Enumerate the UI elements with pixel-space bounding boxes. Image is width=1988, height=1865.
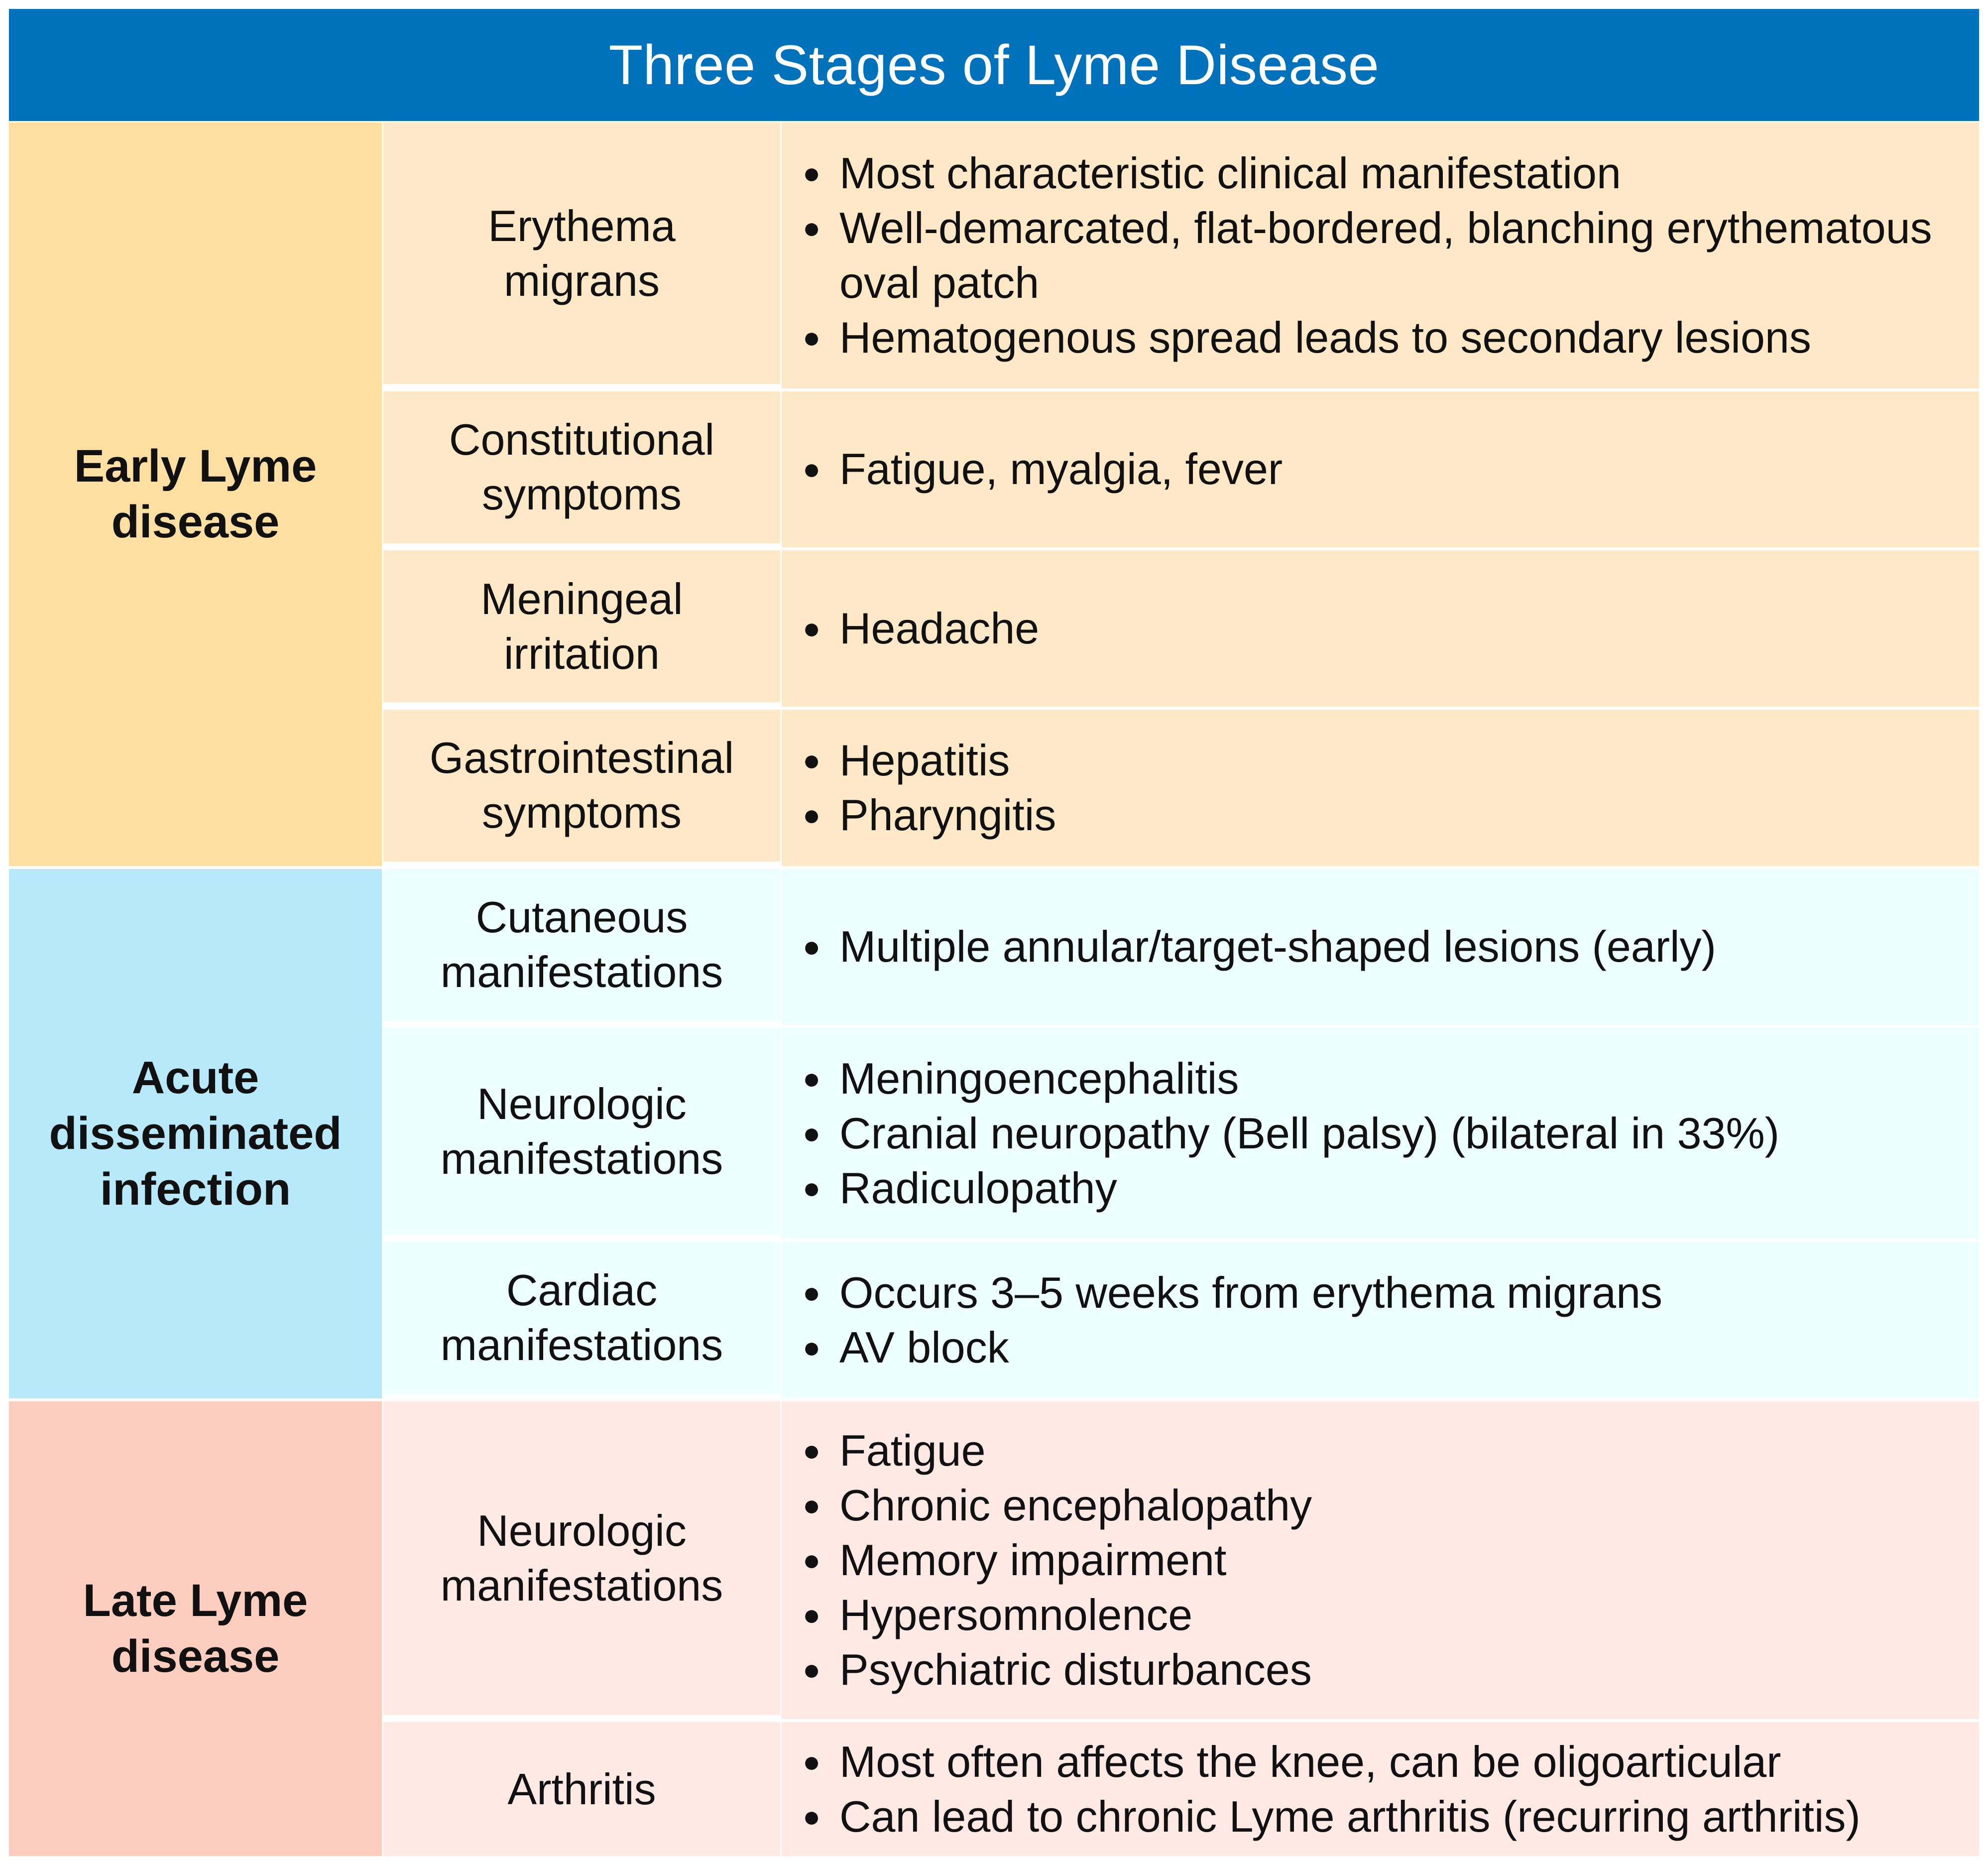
bullet-icon: ● (803, 612, 821, 645)
category-cell: Constitutional symptoms (383, 391, 780, 543)
bullet-icon: ● (803, 930, 821, 964)
bullet-icon: ● (803, 1171, 821, 1205)
detail-cell: ● Most often affects the knee, can be oli… (782, 1722, 1979, 1856)
detail-cell: ● Fatigue ● Chronic encephalopathy ● Memory… (782, 1401, 1979, 1720)
list-item: ● Most characteristic clinical manifestat… (802, 146, 1964, 201)
bullet-icon: ● (803, 1799, 821, 1833)
bullet-icon: ● (803, 1330, 821, 1364)
list-item: ● Hematogenous spread leads to secondary … (802, 310, 1964, 365)
list-item: ● Hepatitis (802, 733, 1056, 788)
bullet-icon: ● (803, 1744, 821, 1778)
detail-list: ● Fatigue ● Chronic encephalopathy ● Memory… (802, 1423, 1312, 1697)
bullet-icon: ● (803, 1598, 821, 1631)
detail-list: ● Occurs 3–5 weeks from erythema migrans … (802, 1265, 1662, 1375)
list-item: ● Cranial neuropathy (Bell palsy) (bilate… (802, 1106, 1779, 1161)
table-title: Three Stages of Lyme Disease (9, 9, 1979, 121)
list-item: ● Pharyngitis (802, 788, 1056, 843)
list-item: ● Psychiatric disturbances (802, 1642, 1312, 1697)
category-cell: Gastrointestinal symptoms (383, 709, 780, 862)
detail-cell: ● Meningoencephalitis ● Cranial neuropathy… (782, 1028, 1979, 1239)
category-cell: Erythema migrans (383, 123, 780, 384)
category-cell: Cutaneous manifestations (383, 869, 780, 1021)
table-body: Early Lyme disease Erythema migrans ● Mos… (9, 123, 1979, 1856)
list-item: ● Headache (802, 601, 1039, 656)
detail-list: ● Most often affects the knee, can be oli… (802, 1735, 1861, 1844)
bullet-icon: ● (803, 1652, 821, 1686)
stage-label-late: Late Lyme disease (9, 1401, 382, 1856)
list-item: ● Well-demarcated, flat-bordered, blanchi… (802, 201, 1964, 310)
detail-cell: ● Occurs 3–5 weeks from erythema migrans … (782, 1242, 1979, 1398)
category-cell: Neurologic manifestations (383, 1401, 780, 1715)
bullet-icon: ● (803, 798, 821, 832)
detail-cell: ● Headache (782, 550, 1979, 707)
list-item: ● Can lead to chronic Lyme arthritis (rec… (802, 1789, 1861, 1844)
detail-list: ● Most characteristic clinical manifestat… (802, 146, 1964, 365)
category-cell: Cardiac manifestations (383, 1242, 780, 1394)
detail-list: ● Headache (802, 601, 1039, 656)
list-item: ● Occurs 3–5 weeks from erythema migrans (802, 1265, 1662, 1320)
bullet-icon: ● (803, 320, 821, 354)
list-item: ● Multiple annular/target-shaped lesions … (802, 919, 1716, 974)
category-cell: Arthritis (383, 1722, 780, 1856)
bullet-icon: ● (803, 1433, 821, 1467)
detail-cell: ● Multiple annular/target-shaped lesions … (782, 869, 1979, 1025)
stage-label-acute: Acute disseminated infection (9, 869, 382, 1398)
bullet-icon: ● (803, 211, 821, 245)
list-item: ● Radiculopathy (802, 1161, 1779, 1216)
list-item: ● Memory impairment (802, 1533, 1312, 1588)
list-item: ● Fatigue, myalgia, fever (802, 442, 1283, 497)
list-item: ● Most often affects the knee, can be oli… (802, 1735, 1861, 1789)
detail-list: ● Fatigue, myalgia, fever (802, 442, 1283, 497)
list-item: ● Meningoencephalitis (802, 1051, 1779, 1106)
list-item: ● Chronic encephalopathy (802, 1478, 1312, 1533)
lyme-stages-table: Three Stages of Lyme Disease Early Lyme … (9, 9, 1979, 1856)
detail-list: ● Meningoencephalitis ● Cranial neuropathy… (802, 1051, 1779, 1216)
detail-cell: ● Hepatitis ● Pharyngitis (782, 709, 1979, 866)
list-item: ● Fatigue (802, 1423, 1312, 1478)
bullet-icon: ● (803, 156, 821, 190)
bullet-icon: ● (803, 743, 821, 777)
detail-cell: ● Fatigue, myalgia, fever (782, 391, 1979, 548)
category-cell: Meningeal irritation (383, 550, 780, 703)
list-item: ● Hypersomnolence (802, 1588, 1312, 1642)
bullet-icon: ● (803, 1488, 821, 1522)
bullet-icon: ● (803, 1062, 821, 1096)
bullet-icon: ● (803, 1543, 821, 1577)
detail-list: ● Hepatitis ● Pharyngitis (802, 733, 1056, 843)
detail-cell: ● Most characteristic clinical manifestat… (782, 123, 1979, 388)
stage-label-early: Early Lyme disease (9, 123, 382, 866)
bullet-icon: ● (803, 452, 821, 486)
list-item: ● AV block (802, 1320, 1662, 1375)
detail-list: ● Multiple annular/target-shaped lesions … (802, 919, 1716, 974)
bullet-icon: ● (803, 1275, 821, 1309)
category-cell: Neurologic manifestations (383, 1028, 780, 1235)
bullet-icon: ● (803, 1117, 821, 1150)
